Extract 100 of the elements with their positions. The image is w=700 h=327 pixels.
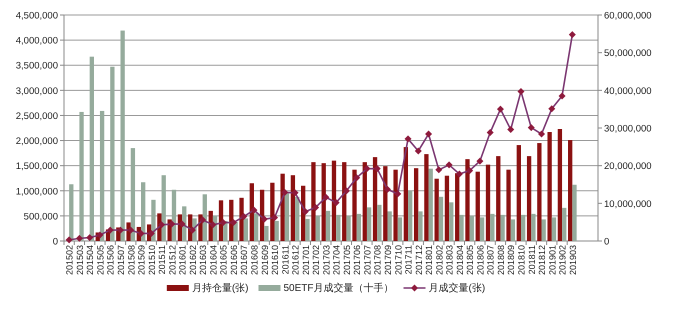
x-tick-label: 201901 <box>547 245 558 276</box>
bar <box>531 214 536 241</box>
x-tick-label: 201604 <box>208 245 218 276</box>
bar <box>387 211 392 241</box>
bar <box>202 194 207 241</box>
x-tick-label: 201807 <box>486 245 496 276</box>
bar <box>393 170 398 241</box>
x-tick-label: 201803 <box>444 245 455 276</box>
x-tick-label: 201603 <box>198 245 208 276</box>
bar <box>100 110 104 241</box>
x-tick-label: 201810 <box>516 245 526 276</box>
bar <box>79 112 84 241</box>
bar <box>254 213 258 241</box>
y-tick-label: 3,500,000 <box>16 60 58 72</box>
x-tick-label: 201612 <box>290 245 301 276</box>
bar <box>356 214 361 241</box>
x-tick-label: 201509 <box>136 245 147 276</box>
y-tick-label: 2,000,000 <box>16 136 58 148</box>
x-tick-label: 201705 <box>342 245 352 276</box>
x-tick-label: 201506 <box>106 245 116 276</box>
x-tick-label: 201809 <box>506 245 516 276</box>
legend-label: 月持仓量(张) <box>192 282 248 294</box>
bar <box>562 208 566 241</box>
bar <box>260 190 264 241</box>
x-tick-label: 201606 <box>228 245 239 276</box>
bar <box>459 214 464 241</box>
x-tick-label: 201712 <box>414 245 424 276</box>
bar <box>342 162 346 241</box>
bar <box>449 202 454 241</box>
bar <box>90 56 94 241</box>
x-tick-label: 201706 <box>352 245 362 276</box>
bar <box>250 183 254 241</box>
x-tick-label: 201708 <box>372 245 383 276</box>
x-tick-label: 201505 <box>95 245 106 276</box>
x-tick-label: 201710 <box>393 245 404 276</box>
bar <box>110 66 115 241</box>
bar <box>404 147 408 241</box>
x-tick-label: 201707 <box>362 245 372 276</box>
x-tick-label: 201607 <box>239 245 250 276</box>
x-tick-label: 201701 <box>300 245 311 276</box>
x-tick-label: 201504 <box>85 245 96 276</box>
x-tick-label: 201510 <box>146 245 157 276</box>
bar <box>120 30 125 241</box>
x-tick-label: 201811 <box>526 245 537 274</box>
x-tick-label: 201804 <box>454 245 465 276</box>
bar <box>552 217 556 241</box>
bar <box>295 196 300 241</box>
bar <box>572 184 577 241</box>
bar <box>233 222 238 241</box>
y2-tick-label: 20,000,000 <box>604 161 652 172</box>
bar <box>270 182 275 241</box>
bar <box>383 166 388 241</box>
bar <box>424 154 429 241</box>
y2-tick-label: 40,000,000 <box>604 86 652 97</box>
x-tick-label: 201806 <box>475 245 486 276</box>
bar <box>520 214 526 241</box>
y-tick-label: 4,000,000 <box>16 36 58 47</box>
bar <box>264 226 269 241</box>
legend-label: 月成交量(张) <box>428 282 486 294</box>
x-tick-label: 201902 <box>558 245 568 276</box>
x-tick-label: 201808 <box>496 245 506 276</box>
x-tick-label: 201801 <box>424 245 434 276</box>
y-tick-label: 0 <box>52 236 58 248</box>
bar <box>500 214 505 241</box>
bar <box>455 173 460 241</box>
bar <box>305 218 310 241</box>
bar <box>162 175 166 241</box>
bar <box>284 193 290 241</box>
x-tick-label: 201507 <box>116 245 126 276</box>
x-tick-label: 201610 <box>270 245 280 276</box>
bar <box>476 172 480 241</box>
bar <box>326 210 330 241</box>
bar <box>542 219 546 241</box>
bar <box>346 216 351 241</box>
x-tick-label: 201709 <box>382 245 393 276</box>
bar <box>377 204 382 241</box>
bar <box>510 219 516 241</box>
x-tick-label: 201508 <box>126 245 136 276</box>
bar <box>526 156 532 241</box>
bar <box>322 163 326 241</box>
x-tick-label: 201511 <box>157 245 168 274</box>
bar <box>336 214 340 241</box>
x-tick-label: 201503 <box>74 245 85 276</box>
y-tick-label: 4,500,000 <box>16 10 58 22</box>
x-tick-label: 201609 <box>260 245 270 276</box>
x-tick-label: 201812 <box>537 245 548 276</box>
x-tick-label: 201903 <box>568 245 578 276</box>
bar <box>558 129 562 241</box>
bar <box>486 164 490 241</box>
y2-tick-label: 0 <box>604 236 610 248</box>
y-tick-label: 1,500,000 <box>16 161 58 172</box>
bar <box>496 156 500 241</box>
bar <box>547 132 552 241</box>
bar <box>280 174 285 241</box>
y2-tick-label: 10,000,000 <box>604 198 652 210</box>
bar <box>428 168 433 241</box>
legend-label: 50ETF月成交量（十手） <box>283 282 394 294</box>
x-tick-label: 201608 <box>249 245 260 276</box>
bar <box>434 178 439 241</box>
x-tick-label: 201512 <box>167 245 178 276</box>
